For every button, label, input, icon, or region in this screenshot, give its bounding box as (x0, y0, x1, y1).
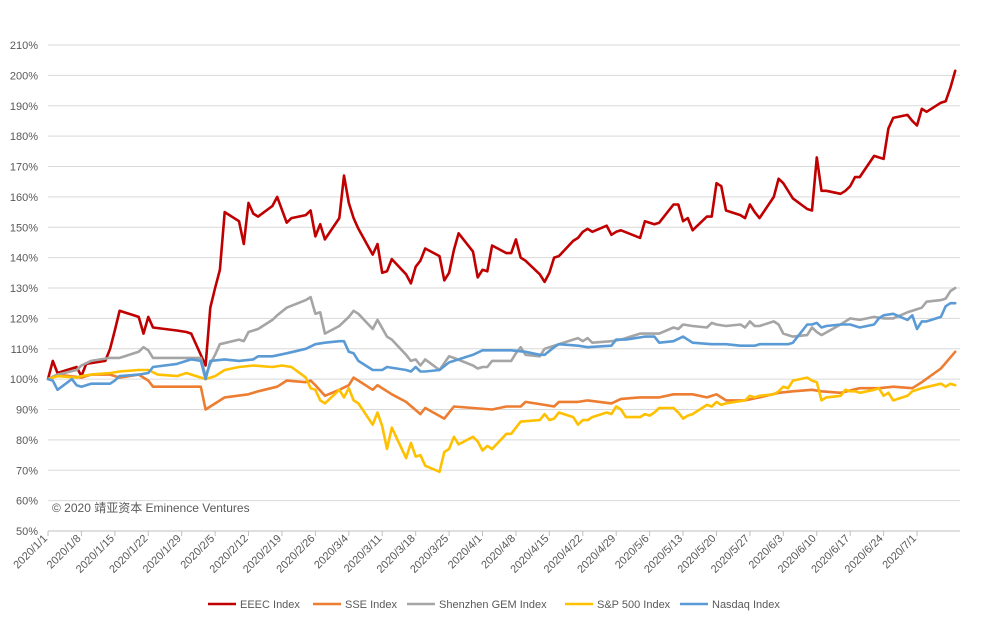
y-tick-label: 210% (10, 40, 38, 52)
y-tick-label: 110% (11, 344, 39, 356)
y-tick-label: 80% (16, 435, 38, 447)
y-tick-label: 120% (10, 313, 38, 325)
y-tick-label: 140% (10, 253, 38, 265)
legend-label: Shenzhen GEM Index (439, 599, 547, 611)
x-tick-label: 2020/7/1 (880, 533, 919, 572)
y-tick-label: 160% (10, 192, 38, 204)
gridlines (48, 44, 960, 532)
legend-label: S&P 500 Index (597, 599, 671, 611)
y-tick-label: 150% (10, 222, 38, 234)
y-tick-label: 190% (10, 101, 38, 113)
legend: EEEC Index SSE Index Shenzhen GEM Index S&P… (208, 599, 780, 611)
y-tick-label: 90% (16, 405, 38, 417)
x-axis: 2020/1/12020/1/82020/1/152020/1/222020/1… (11, 531, 919, 576)
y-tick-label: 200% (10, 70, 38, 82)
y-axis: 50% 60% 70% 80% 90% 100% 110% 120% 130% 140% 150% 1… (10, 40, 38, 538)
series-line-nasdaq-index (46, 301, 957, 392)
y-tick-label: 60% (16, 496, 38, 508)
x-tick-label: 2020/1/1 (11, 533, 50, 572)
copyright-text: © 2020 靖亚资本 Eminence Ventures (52, 501, 250, 515)
y-tick-label: 170% (10, 162, 38, 174)
y-tick-label: 50% (16, 526, 38, 538)
y-tick-label: 180% (10, 131, 38, 143)
series-line-shenzhen-gem-index (46, 286, 957, 381)
series-line-s-p-500-index (46, 364, 957, 474)
legend-label: SSE Index (345, 599, 397, 611)
legend-label: Nasdaq Index (712, 599, 780, 611)
series-line-eeec-index (46, 69, 957, 381)
legend-label: EEEC Index (240, 599, 300, 611)
series-lines (46, 69, 957, 474)
y-tick-label: 70% (16, 465, 38, 477)
y-tick-label: 130% (10, 283, 38, 295)
y-tick-label: 100% (10, 374, 38, 386)
x-tick-label: 2020/4/1 (446, 533, 485, 572)
series-line-sse-index (46, 350, 957, 420)
